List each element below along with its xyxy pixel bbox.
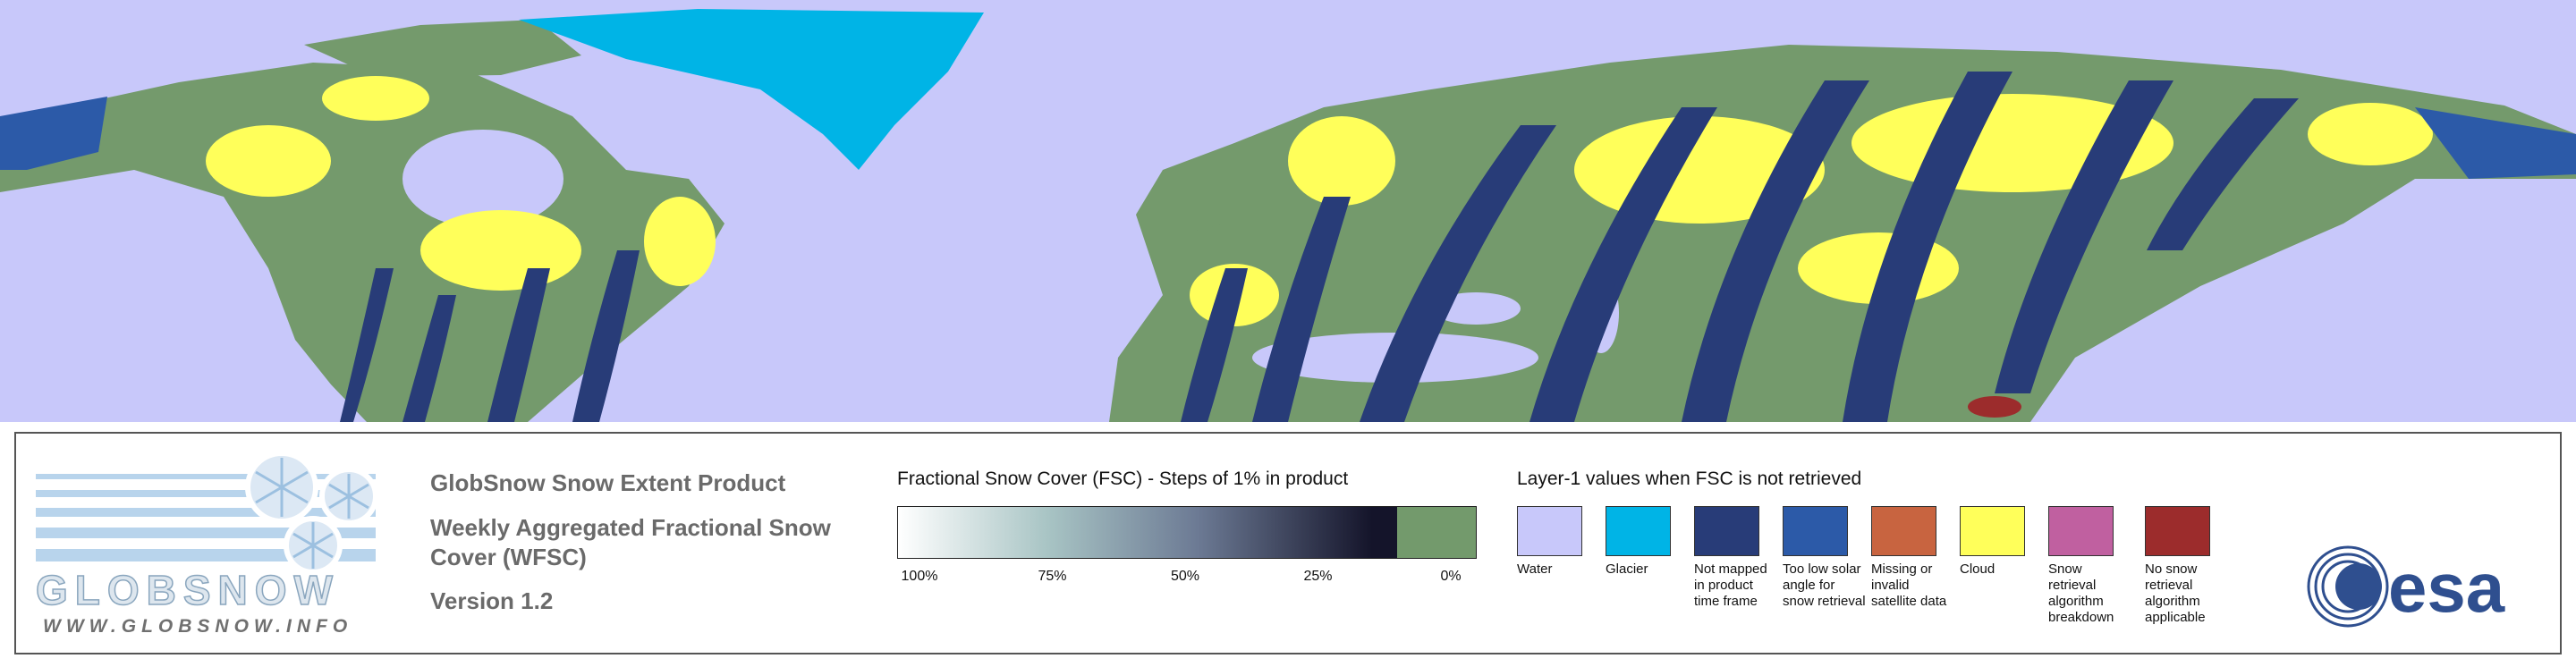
map-shape: [402, 295, 456, 422]
orbit-gaps: [340, 72, 2299, 422]
cloud: [2308, 103, 2433, 165]
logo-name: GLOBSNOW: [36, 567, 340, 613]
cloud: [322, 76, 429, 121]
fsc-tick-label: 75%: [1038, 569, 1067, 584]
fsc-tick-label: 0%: [1440, 569, 1462, 584]
legend-swatch: [1694, 506, 1759, 556]
product-version: Version 1.2: [430, 587, 554, 614]
greenland: [519, 9, 984, 170]
logo-url: WWW.GLOBSNOW.INFO: [43, 616, 352, 637]
legend-swatch: [1960, 506, 2025, 556]
map-shape: [36, 490, 376, 497]
british-isles: [1172, 179, 1225, 234]
map-shape: [2147, 98, 2299, 250]
low-sun-area: [2415, 107, 2576, 179]
hudson-bay: [402, 130, 564, 228]
map-shape: [2335, 563, 2382, 610]
cloud: [420, 210, 581, 291]
map-shape: [255, 458, 369, 569]
legend-swatch: [1517, 506, 1582, 556]
legend-label: Glacier: [1606, 561, 1648, 577]
esa-logo: esa: [2307, 545, 2505, 628]
legend-swatch: [1871, 506, 1936, 556]
globsnow-logo: GLOBSNOW WWW.GLOBSNOW.INFO: [36, 451, 378, 637]
legend-swatch: [1783, 506, 1848, 556]
product-title: GlobSnow Snow Extent Product: [430, 469, 786, 496]
cloud: [206, 125, 331, 197]
legend-label: No snow retrieval algorithm applicable: [2145, 561, 2206, 625]
legend-label: Missing or invalid satellite data: [1871, 561, 1947, 609]
product-subtitle: Weekly Aggregated Fractional Snow Cover …: [430, 514, 831, 570]
eurasia: [1109, 45, 2576, 422]
alaska-low-sun: [0, 97, 107, 170]
fsc-tick-label: 25%: [1303, 569, 1333, 584]
fsc-zero: [1397, 507, 1476, 558]
esa-text: esa: [2388, 548, 2505, 627]
map-shape: [1682, 80, 1869, 422]
legend-label: Snow retrieval algorithm breakdown: [2048, 561, 2114, 625]
map-shape: [36, 474, 376, 479]
legend-panel: [14, 432, 2562, 654]
legend-label: Cloud: [1960, 561, 1996, 577]
fsc-colorbar: [897, 506, 1477, 559]
map-shape: [340, 268, 394, 422]
fsc-gradient: [898, 507, 1397, 558]
legend-swatch: [2145, 506, 2210, 556]
snow-map: [0, 0, 2576, 422]
fsc-tick-label: 50%: [1170, 569, 1200, 584]
map-shape: [487, 268, 550, 422]
legend-label: Not mapped in product time frame: [1694, 561, 1767, 609]
fsc-tick-label: 100%: [901, 569, 938, 584]
arctic-islands: [304, 20, 581, 77]
legend-swatch: [1606, 506, 1671, 556]
map-shape: [1995, 80, 2174, 393]
map-shape: [328, 474, 369, 519]
map-shape: [1843, 72, 2012, 422]
map-shape: [255, 458, 309, 517]
cloud: [1288, 116, 1395, 206]
no-retrieval-area: [1968, 396, 2021, 418]
legend-label: Water: [1517, 561, 1553, 577]
map-shape: [2307, 545, 2389, 628]
map-shape: [1530, 107, 1717, 422]
legend-swatch: [2048, 506, 2114, 556]
legend-label: Too low solar angle for snow retrieval: [1783, 561, 1866, 609]
map-shape: [292, 522, 334, 569]
map-shape: [572, 250, 640, 422]
map-shape: [36, 508, 376, 517]
fsc-title: Fractional Snow Cover (FSC) - Steps of 1…: [897, 469, 1349, 489]
cloud: [644, 197, 716, 286]
map-shape: [1252, 197, 1351, 422]
map-shape: [1181, 268, 1248, 422]
map-shape: [1360, 125, 1556, 422]
layer1-title: Layer-1 values when FSC is not retrieved: [1517, 469, 1862, 489]
